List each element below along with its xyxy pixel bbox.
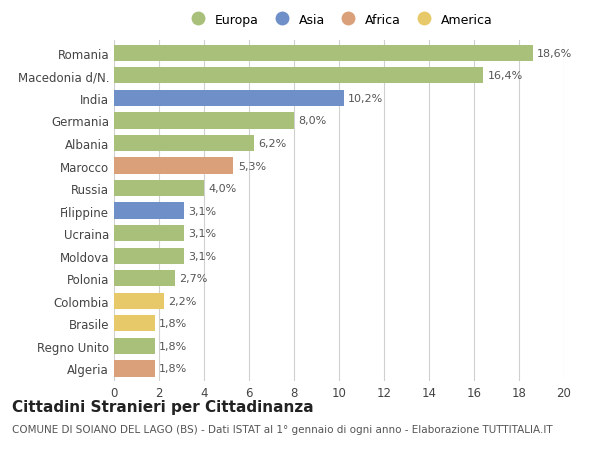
Text: 3,1%: 3,1% [188, 206, 217, 216]
Text: 1,8%: 1,8% [159, 364, 187, 374]
Bar [114, 68, 483, 84]
Text: 8,0%: 8,0% [299, 116, 327, 126]
Text: 3,1%: 3,1% [188, 229, 217, 239]
Text: Cittadini Stranieri per Cittadinanza: Cittadini Stranieri per Cittadinanza [12, 399, 314, 414]
Bar [114, 293, 163, 309]
Text: 2,7%: 2,7% [179, 274, 208, 284]
Text: 3,1%: 3,1% [188, 251, 217, 261]
Text: 18,6%: 18,6% [537, 49, 572, 59]
Bar [114, 90, 343, 107]
Text: COMUNE DI SOIANO DEL LAGO (BS) - Dati ISTAT al 1° gennaio di ogni anno - Elabora: COMUNE DI SOIANO DEL LAGO (BS) - Dati IS… [12, 425, 553, 435]
Bar [114, 158, 233, 174]
Text: 2,2%: 2,2% [168, 296, 196, 306]
Text: 10,2%: 10,2% [348, 94, 383, 104]
Bar [114, 180, 204, 197]
Legend: Europa, Asia, Africa, America: Europa, Asia, Africa, America [185, 14, 493, 27]
Bar [114, 135, 254, 152]
Text: 4,0%: 4,0% [209, 184, 237, 194]
Bar [114, 360, 155, 377]
Bar [114, 338, 155, 354]
Bar [114, 270, 175, 287]
Bar [114, 315, 155, 332]
Text: 1,8%: 1,8% [159, 341, 187, 351]
Text: 1,8%: 1,8% [159, 319, 187, 329]
Bar [114, 203, 184, 219]
Text: 6,2%: 6,2% [258, 139, 286, 149]
Bar [114, 225, 184, 242]
Text: 16,4%: 16,4% [487, 71, 523, 81]
Bar [114, 113, 294, 129]
Bar [114, 248, 184, 264]
Text: 5,3%: 5,3% [238, 161, 266, 171]
Bar [114, 45, 533, 62]
